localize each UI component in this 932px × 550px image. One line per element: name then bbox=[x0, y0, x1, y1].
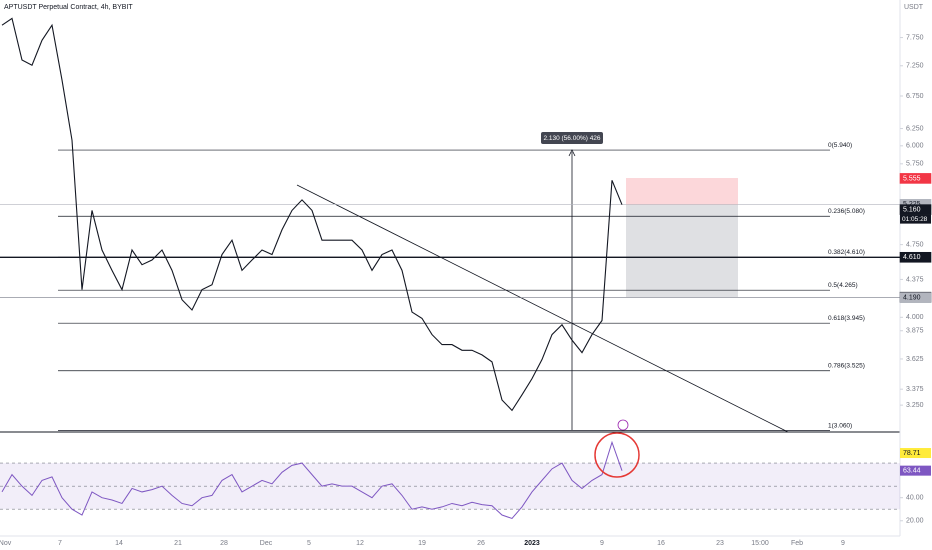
fib-label: 0.786(3.525) bbox=[828, 363, 865, 370]
chart-title: APTUSDT Perpetual Contract, 4h, BYBIT bbox=[4, 4, 133, 11]
countdown-badge bbox=[900, 214, 931, 224]
stop-zone bbox=[626, 178, 738, 205]
x-tick-label: 2023 bbox=[524, 540, 540, 547]
price-badge bbox=[899, 251, 932, 263]
x-tick-label: 16 bbox=[657, 540, 665, 547]
fib-label: 0.618(3.945) bbox=[828, 315, 865, 322]
x-tick-label: 26 bbox=[477, 540, 485, 547]
x-tick-label: Nov bbox=[0, 540, 12, 547]
currency-label: USDT bbox=[904, 4, 924, 11]
rsi-line bbox=[1, 440, 623, 520]
measure-label: 2.130 (56.00%) 426 bbox=[543, 135, 600, 142]
x-tick-label: 9 bbox=[841, 540, 845, 547]
countdown: 01:05:28 bbox=[902, 216, 928, 223]
x-tick-label: 19 bbox=[418, 540, 426, 547]
y-tick-label: 6.250 bbox=[906, 125, 924, 132]
x-tick-label: 9 bbox=[600, 540, 604, 547]
event-icon bbox=[617, 419, 629, 431]
y-tick-label: 3.250 bbox=[906, 402, 924, 409]
y-tick-label: 40.00 bbox=[906, 495, 924, 502]
price-badge bbox=[899, 173, 932, 184]
measure-box bbox=[541, 132, 603, 144]
x-tick-label: 15:00 bbox=[751, 540, 769, 547]
price-badge-label: 5.555 bbox=[903, 175, 921, 182]
highlight-circle bbox=[594, 432, 640, 478]
target-zone bbox=[626, 205, 738, 297]
y-tick-label: 5.750 bbox=[906, 161, 924, 168]
x-tick-label: Dec bbox=[260, 540, 273, 547]
price-line-series bbox=[1, 17, 623, 412]
x-tick-label: Feb bbox=[791, 540, 803, 547]
rsi-badge-label: 63.44 bbox=[903, 467, 921, 474]
y-tick-label: 3.375 bbox=[906, 386, 924, 393]
fib-label: 0(5.940) bbox=[828, 142, 852, 149]
x-tick-label: 28 bbox=[220, 540, 228, 547]
rsi-ma-label: 78.71 bbox=[903, 450, 921, 457]
price-badge bbox=[899, 292, 932, 303]
price-badge-label: 4.190 bbox=[903, 295, 921, 302]
y-tick-label: 6.000 bbox=[906, 143, 924, 150]
fib-label: 1(3.060) bbox=[828, 422, 852, 429]
fib-label: 0.236(5.080) bbox=[828, 208, 865, 215]
y-tick-label: 20.00 bbox=[906, 518, 924, 525]
x-tick-label: 7 bbox=[58, 540, 62, 547]
y-tick-label: 4.000 bbox=[906, 314, 924, 321]
y-tick-label: 7.750 bbox=[906, 34, 924, 41]
x-tick-label: 23 bbox=[716, 540, 724, 547]
fib-label: 0.5(4.265) bbox=[828, 282, 858, 289]
y-tick-label: 3.625 bbox=[906, 356, 924, 363]
x-tick-label: 21 bbox=[174, 540, 182, 547]
y-tick-label: 4.375 bbox=[906, 276, 924, 283]
price-badge-label: 4.610 bbox=[903, 254, 921, 261]
rsi-ma-badge bbox=[900, 448, 931, 459]
fib-label: 0.382(4.610) bbox=[828, 249, 865, 256]
y-tick-label: 4.750 bbox=[906, 241, 924, 248]
y-tick-label: 7.250 bbox=[906, 63, 924, 70]
x-tick-label: 14 bbox=[115, 540, 123, 547]
rsi-badge bbox=[900, 465, 931, 476]
y-tick-label: 3.875 bbox=[906, 328, 924, 335]
trend-line bbox=[296, 184, 789, 433]
y-tick-label: 6.750 bbox=[906, 93, 924, 100]
x-tick-label: 5 bbox=[307, 540, 311, 547]
x-tick-label: 12 bbox=[356, 540, 364, 547]
price-badge-label: 5.160 bbox=[903, 206, 921, 213]
